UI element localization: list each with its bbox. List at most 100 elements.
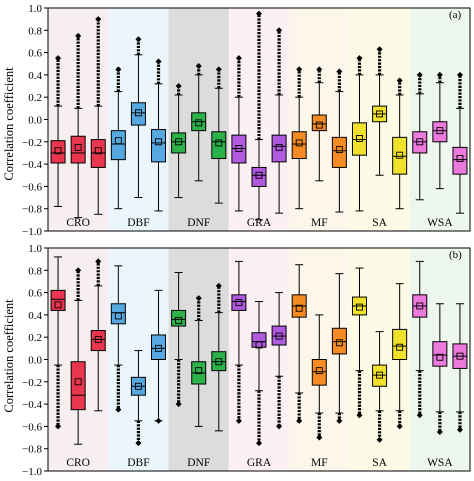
outlier-end-marker [356, 412, 363, 419]
mean-marker [235, 299, 243, 307]
outlier-end-marker [256, 440, 262, 447]
group-label-mf-a: MF [311, 217, 328, 229]
box-cro-3-a [90, 16, 106, 215]
outlier-end-marker [336, 417, 343, 424]
box-sa-3-b [392, 283, 408, 430]
outlier-end-marker [55, 423, 62, 430]
box-mf-1-b [291, 264, 307, 424]
box-gra-2-a [251, 10, 267, 221]
outlier-end-marker [456, 426, 463, 433]
mean-marker [215, 358, 223, 366]
box-mf-1-a [291, 66, 307, 210]
mean-marker [175, 138, 183, 146]
outlier-end-marker [336, 68, 343, 75]
mean-marker [416, 138, 424, 146]
y-tick-label-a: −0.2 [22, 137, 42, 149]
box-wsa-3-a [452, 71, 468, 214]
y-tick-label-a: 1.0 [28, 3, 42, 15]
box-wsa-3-b [452, 303, 468, 433]
outlier-end-marker [55, 55, 62, 62]
iqr-box [151, 334, 167, 361]
box-dnf-1-b [171, 272, 187, 408]
box-cro-2-a [70, 32, 86, 219]
mean-marker [376, 371, 384, 379]
mean-marker [134, 382, 142, 390]
outlier-end-marker [235, 55, 242, 62]
y-tick-label-b: 0.4 [28, 310, 42, 322]
box-sa-2-b [372, 331, 388, 443]
mean-marker [235, 145, 243, 152]
y-tick-label-b: 0.2 [28, 332, 42, 344]
box-dbf-1-a [110, 66, 126, 210]
iqr-box [171, 309, 187, 327]
mean-marker [195, 367, 203, 375]
box-wsa-1-a [412, 71, 428, 201]
box-sa-3-a [392, 77, 408, 210]
mean-marker [456, 155, 464, 162]
outlier-end-marker [95, 16, 102, 23]
iqr-box [90, 330, 106, 352]
mean-marker [175, 317, 183, 324]
box-dbf-3-b [151, 289, 167, 424]
outlier-end-marker [416, 71, 423, 78]
y-tick-label-a: −0.6 [22, 181, 42, 193]
outlier-end-marker [155, 58, 162, 65]
outlier-end-marker [436, 428, 443, 435]
y-tick-label-b: −0.4 [22, 399, 42, 411]
y-tick-label-b: 0.0 [28, 355, 42, 367]
mean-marker [94, 335, 102, 343]
outlier-end-marker [396, 77, 403, 84]
iqr-box [211, 351, 227, 372]
outlier-end-marker [396, 423, 403, 430]
y-tick-label-b: 1.0 [28, 243, 42, 255]
group-label-sa-a: SA [372, 217, 387, 229]
outlier-end-marker [135, 36, 142, 43]
outlier-end-marker [416, 412, 423, 419]
iqr-box [331, 327, 347, 355]
group-label-dnf-a: DNF [187, 217, 210, 229]
mean-marker [74, 378, 82, 386]
mean-marker [215, 139, 223, 147]
mean-marker [94, 147, 102, 155]
box-gra-3-b [271, 292, 287, 430]
mean-marker [54, 301, 62, 309]
mean-marker [436, 127, 444, 135]
outlier-end-marker [436, 71, 443, 78]
outlier-end-marker [75, 267, 82, 274]
iqr-box [271, 134, 287, 163]
box-dnf-2-b [191, 295, 207, 427]
outlier-end-marker [276, 27, 283, 34]
iqr-box [110, 130, 126, 161]
outlier-end-marker [175, 401, 182, 408]
box-dnf-2-a [191, 62, 207, 182]
box-sa-1-a [351, 55, 367, 212]
y-tick-label-a: 0.4 [28, 70, 42, 82]
panel-label-a: (a) [449, 9, 462, 21]
mean-marker [134, 109, 142, 117]
iqr-box [351, 122, 367, 156]
mean-marker [114, 137, 122, 145]
outlier-end-marker [195, 62, 202, 69]
iqr-box [251, 166, 267, 187]
box-sa-2-a [372, 46, 388, 176]
panel-label-b: (b) [449, 249, 462, 261]
panel-a: 1.0 0.8 0.6 0.4 0.2 0.0 −0.2 −0.4 −0.6 −0.8 −1.0 CR… [22, 3, 471, 238]
y-tick-label-b: −0.2 [22, 377, 42, 389]
mean-marker [295, 304, 303, 312]
mean-marker [155, 138, 162, 146]
iqr-box [311, 359, 327, 386]
box-cro-1-a [50, 55, 66, 207]
iqr-box [271, 325, 287, 346]
y-tick-label-b: 0.8 [28, 265, 42, 277]
y-axis-label-top: Correlation coefficient [2, 67, 16, 181]
iqr-box [452, 146, 468, 175]
box-dbf-3-a [151, 58, 167, 212]
mean-marker [335, 146, 343, 154]
group-label-wsa-b: WSA [427, 457, 453, 469]
mean-marker [54, 147, 62, 155]
box-mf-3-b [331, 273, 347, 424]
outlier-end-marker [95, 258, 102, 265]
iqr-box [231, 134, 247, 164]
outlier-end-marker [376, 46, 383, 53]
group-label-cro-a: CRO [66, 217, 90, 229]
